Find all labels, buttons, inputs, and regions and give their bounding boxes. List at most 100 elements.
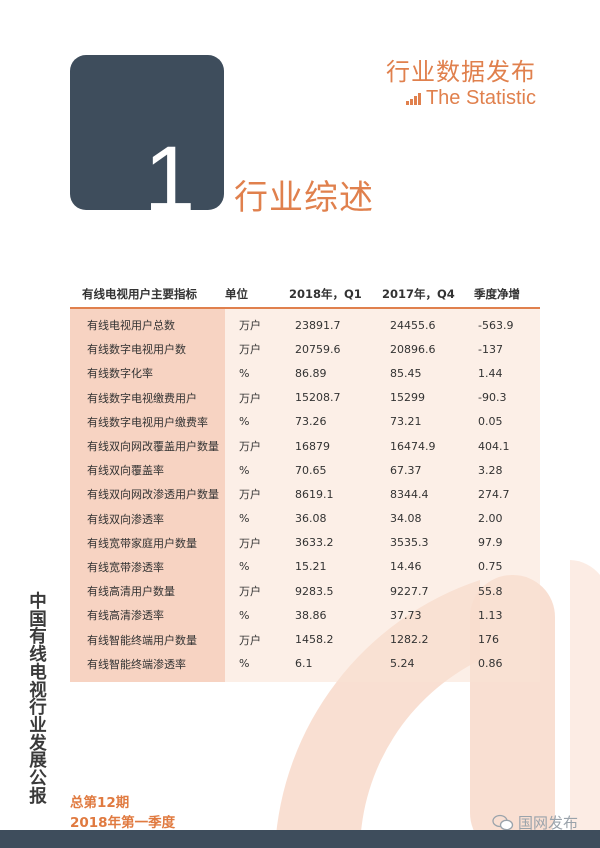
wechat-icon bbox=[492, 814, 514, 830]
table-cell: 36.08 bbox=[295, 512, 327, 526]
brand-en-line: The Statistic bbox=[386, 87, 536, 110]
table-cell: 万户 bbox=[239, 440, 261, 454]
table-cell: 20896.6 bbox=[390, 342, 436, 356]
issue-info: 总第12期 2018年第一季度 bbox=[70, 793, 175, 833]
table-cell: % bbox=[239, 512, 250, 526]
table-cell: 有线智能终端用户数量 bbox=[87, 633, 197, 647]
table-cell: 万户 bbox=[239, 343, 261, 357]
table-cell: 8344.4 bbox=[390, 487, 429, 501]
table-row: 有线智能终端渗透率% 6.1 5.24 0.86 bbox=[70, 652, 540, 676]
table-cell: 万户 bbox=[239, 488, 261, 502]
table-row: 有线双向网改渗透用户数量 万户 8619.1 8344.4 274.7 bbox=[70, 482, 540, 506]
table-cell: 有线数字电视用户缴费率 bbox=[87, 415, 208, 429]
table-cell: 15.21 bbox=[295, 560, 327, 574]
table-cell: 20759.6 bbox=[295, 342, 341, 356]
table-cell: % bbox=[239, 366, 250, 380]
table-cell: 15299 bbox=[390, 391, 425, 405]
table-cell: 34.08 bbox=[390, 512, 422, 526]
table-cell: 6.1 bbox=[295, 657, 313, 671]
table-cell: 37.73 bbox=[390, 608, 422, 622]
table-cell: 16879 bbox=[295, 439, 330, 453]
section-title: 行业综述 bbox=[234, 178, 374, 218]
table-cell: 有线数字电视用户数 bbox=[87, 343, 186, 357]
table-cell: -90.3 bbox=[478, 391, 507, 405]
brand-en: The Statistic bbox=[425, 87, 536, 109]
watermark-text: 国网发布 bbox=[518, 814, 579, 832]
table-cell: 有线数字电视缴费用户 bbox=[87, 391, 197, 405]
table-cell: 404.1 bbox=[478, 439, 510, 453]
table-cell: 万户 bbox=[239, 633, 261, 647]
table-cell: 万户 bbox=[239, 536, 261, 550]
table-cell: 3.28 bbox=[478, 463, 503, 477]
table-cell: 有线宽带家庭用户数量 bbox=[87, 536, 197, 550]
table-cell: 97.9 bbox=[478, 536, 503, 550]
table-cell: 67.37 bbox=[390, 463, 422, 477]
table-cell: 9283.5 bbox=[295, 584, 334, 598]
column-header: 单位 bbox=[225, 286, 248, 301]
signal-bars-icon bbox=[405, 92, 421, 105]
table-cell: 176 bbox=[478, 633, 499, 647]
table-row: 有线高清用户数量 万户 9283.5 9227.7 55.8 bbox=[70, 579, 540, 603]
table-cell: 3633.2 bbox=[295, 536, 334, 550]
table-cell: -563.9 bbox=[478, 318, 514, 332]
table-cell: 有线双向网改渗透用户数量 bbox=[87, 488, 219, 502]
table-cell: 有线高清用户数量 bbox=[87, 585, 175, 599]
table-row: 有线双向渗透率% 36.08 34.08 2.00 bbox=[70, 507, 540, 531]
table-cell: % bbox=[239, 657, 250, 671]
table-cell: 24455.6 bbox=[390, 318, 436, 332]
brand-cn: 行业数据发布 bbox=[386, 58, 536, 86]
table-cell: 1.13 bbox=[478, 608, 503, 622]
table-cell: 23891.7 bbox=[295, 318, 341, 332]
column-header: 有线电视用户主要指标 bbox=[82, 286, 197, 301]
table-cell: 55.8 bbox=[478, 584, 503, 598]
column-header: 2017年，Q4 bbox=[382, 286, 455, 301]
table-cell: 5.24 bbox=[390, 657, 415, 671]
table-cell: 有线宽带渗透率 bbox=[87, 560, 164, 574]
table-row: 有线宽带渗透率% 15.21 14.46 0.75 bbox=[70, 555, 540, 579]
table-row: 有线数字电视缴费用户 万户 15208.7 15299 -90.3 bbox=[70, 386, 540, 410]
column-header: 季度净增 bbox=[474, 286, 520, 301]
table-row: 有线数字电视用户数 万户 20759.6 20896.6 -137 bbox=[70, 337, 540, 361]
table-cell: 0.75 bbox=[478, 560, 503, 574]
table-cell: 70.65 bbox=[295, 463, 327, 477]
indicators-table: 有线电视用户主要指标 单位 2018年，Q1 2017年，Q4 季度净增 有线电… bbox=[70, 280, 540, 682]
table-cell: % bbox=[239, 608, 250, 622]
table-cell: % bbox=[239, 463, 250, 477]
table-cell: 有线数字化率 bbox=[87, 367, 153, 381]
table-header: 有线电视用户主要指标 单位 2018年，Q1 2017年，Q4 季度净增 bbox=[70, 280, 540, 309]
section-number: 1 bbox=[144, 128, 196, 210]
table-cell: 8619.1 bbox=[295, 487, 334, 501]
table-cell: 万户 bbox=[239, 391, 261, 405]
table-cell: 9227.7 bbox=[390, 584, 429, 598]
table-cell: -137 bbox=[478, 342, 503, 356]
table-cell: 有线智能终端渗透率 bbox=[87, 657, 186, 671]
watermark: 国网发布 bbox=[492, 812, 578, 833]
table-body: 有线电视用户总数 万户 23891.7 24455.6 -563.9 有线数字电视用户数万… bbox=[70, 309, 540, 682]
section-number-box: 1 bbox=[70, 55, 224, 210]
table-cell: 15208.7 bbox=[295, 391, 341, 405]
table-cell: 274.7 bbox=[478, 487, 510, 501]
table-cell: 38.86 bbox=[295, 608, 327, 622]
table-cell: 2.00 bbox=[478, 512, 503, 526]
side-title: 中国有线电视行业发展公报 bbox=[29, 592, 47, 807]
issue-number: 总第12期 bbox=[70, 795, 130, 811]
table-row: 有线数字化率% 86.89 85.45 1.44 bbox=[70, 361, 540, 385]
footer-bar bbox=[0, 830, 600, 848]
table-cell: 1282.2 bbox=[390, 633, 429, 647]
table-cell: 73.21 bbox=[390, 415, 422, 429]
table-cell: 有线双向网改覆盖用户数量 bbox=[87, 440, 219, 454]
table-row: 有线电视用户总数 万户 23891.7 24455.6 -563.9 bbox=[70, 313, 540, 337]
table-row: 有线双向覆盖率% 70.65 67.37 3.28 bbox=[70, 458, 540, 482]
table-cell: 14.46 bbox=[390, 560, 422, 574]
column-header: 2018年，Q1 bbox=[289, 286, 362, 301]
table-cell: 万户 bbox=[239, 585, 261, 599]
table-cell: 16474.9 bbox=[390, 439, 436, 453]
table-row: 有线双向网改覆盖用户数量 万户 16879 16474.9 404.1 bbox=[70, 434, 540, 458]
table-row: 有线智能终端用户数量 万户 1458.2 1282.2 176 bbox=[70, 627, 540, 651]
brand-header: 行业数据发布 The Statistic bbox=[386, 52, 536, 110]
table-cell: 0.86 bbox=[478, 657, 503, 671]
table-cell: % bbox=[239, 560, 250, 574]
table-row: 有线高清渗透率% 38.86 37.73 1.13 bbox=[70, 603, 540, 627]
table-cell: 万户 bbox=[239, 319, 261, 333]
table-cell: 有线高清渗透率 bbox=[87, 609, 164, 623]
